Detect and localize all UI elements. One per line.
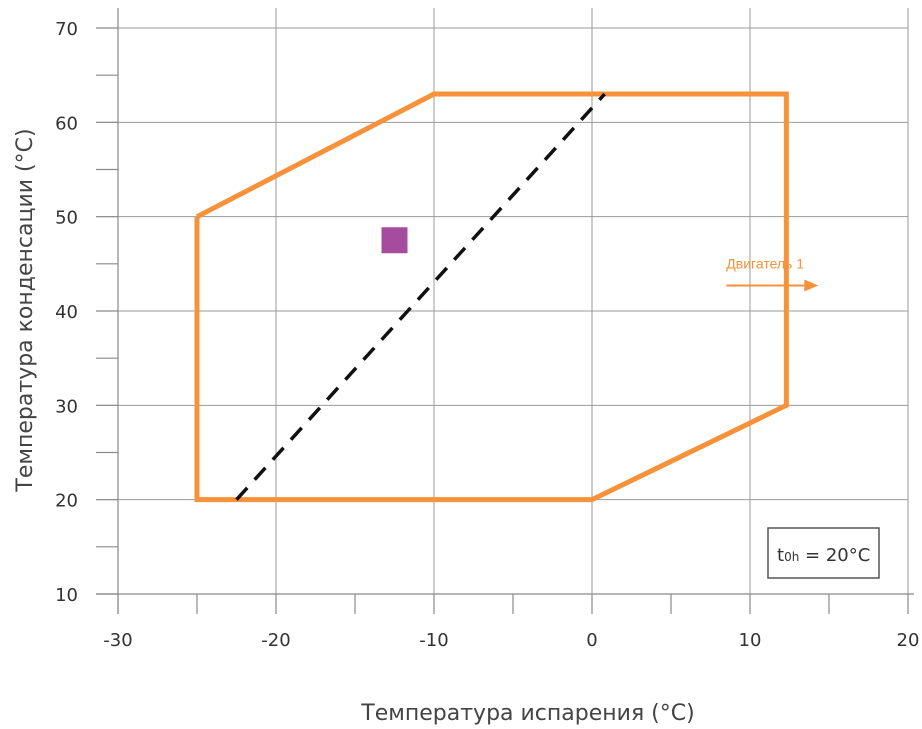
y-axis-title: Температура конденсации (°C) bbox=[13, 128, 38, 492]
tick-labels: -30 -20 -10 0 10 20 10 20 30 40 50 60 70 bbox=[55, 19, 919, 651]
y-tick-label: 60 bbox=[55, 113, 78, 134]
series-annotation-arrowhead bbox=[804, 279, 819, 292]
x-tick-label: -30 bbox=[103, 630, 132, 651]
x-tick-label: -20 bbox=[261, 630, 290, 651]
x-axis-title: Температура испарения (°C) bbox=[360, 701, 694, 726]
envelope-series-line bbox=[194, 91, 789, 503]
condition-box: t0h = 20°C bbox=[767, 527, 880, 579]
condition-box-main: t bbox=[777, 545, 784, 566]
x-tick-label: -10 bbox=[419, 630, 448, 651]
condition-box-frame bbox=[767, 527, 880, 579]
operating-point-marker bbox=[381, 227, 408, 254]
condition-box-text: t0h = 20°C bbox=[777, 545, 870, 566]
series-annotation-label: Двигатель 1 bbox=[726, 256, 804, 272]
y-tick-label: 10 bbox=[55, 585, 78, 606]
condition-box-rest: = 20°C bbox=[799, 545, 870, 566]
x-tick-label: 0 bbox=[586, 630, 597, 651]
ticks bbox=[96, 27, 909, 614]
series-annotation: Двигатель 1 bbox=[726, 256, 819, 292]
y-tick-label: 70 bbox=[55, 19, 78, 40]
y-tick-label: 40 bbox=[55, 302, 78, 323]
markers bbox=[381, 227, 408, 254]
series-layer bbox=[194, 91, 789, 503]
x-tick-label: 10 bbox=[739, 630, 762, 651]
condition-box-sub: 0h bbox=[784, 550, 799, 564]
x-tick-label: 20 bbox=[897, 630, 920, 651]
y-tick-label: 20 bbox=[55, 491, 78, 512]
y-tick-label: 50 bbox=[55, 208, 78, 229]
y-tick-label: 30 bbox=[55, 396, 78, 417]
dashed-limit-line bbox=[235, 92, 606, 501]
